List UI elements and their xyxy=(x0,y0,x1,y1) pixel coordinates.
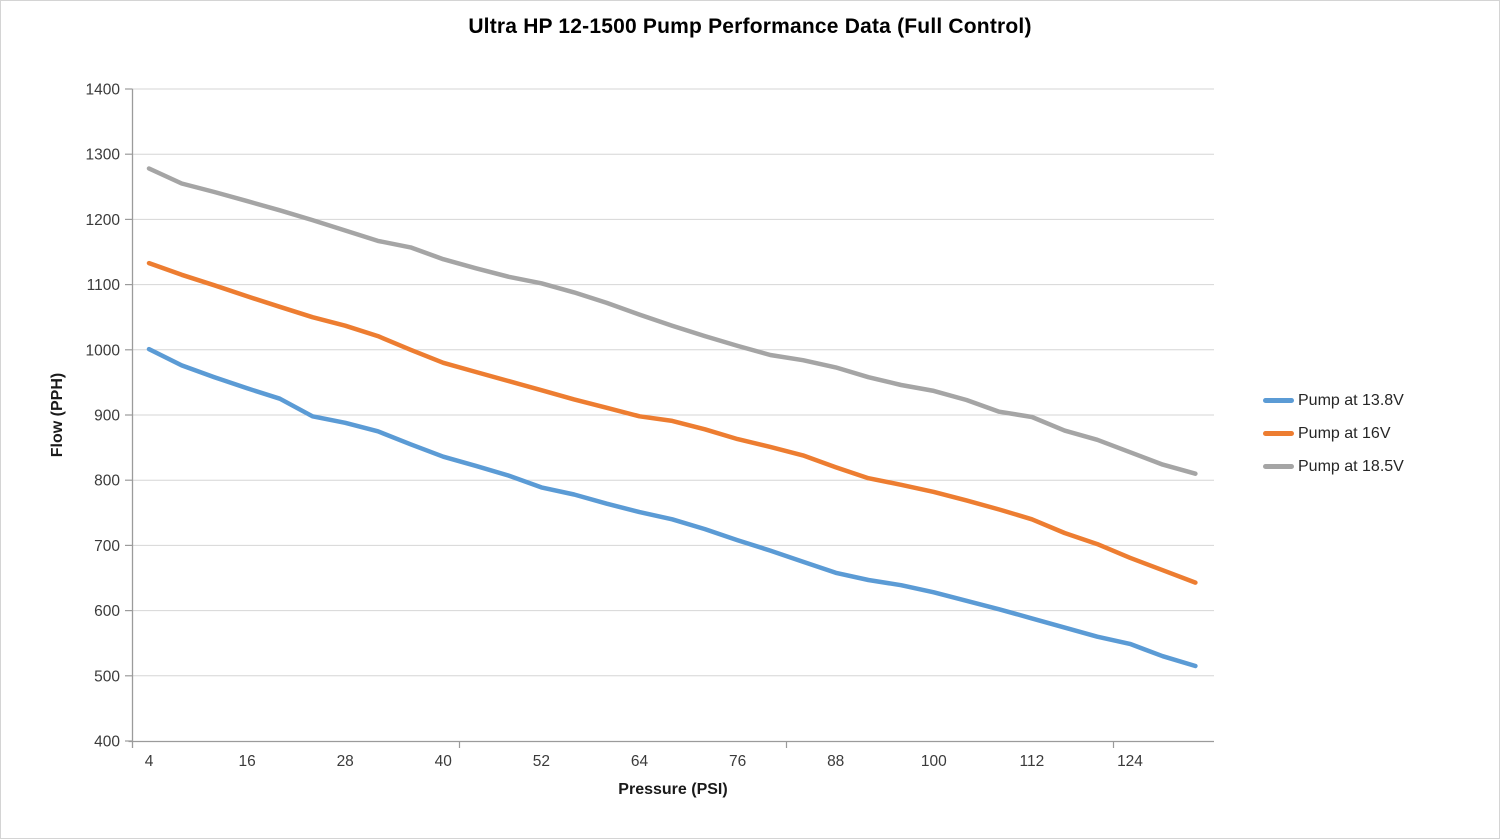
y-tick-label: 400 xyxy=(94,734,120,751)
x-tick-label: 88 xyxy=(827,753,844,770)
x-tick-label: 100 xyxy=(921,753,947,770)
legend-item: Pump at 16V xyxy=(1263,424,1404,443)
y-tick-label: 1100 xyxy=(87,277,121,294)
x-tick-label: 40 xyxy=(435,753,453,770)
series-line-1 xyxy=(146,260,1198,585)
legend: Pump at 13.8V Pump at 16V Pump at 18.5V xyxy=(1263,391,1404,476)
legend-line-swatch-icon xyxy=(1263,398,1294,403)
y-tick-label: 1200 xyxy=(86,212,121,229)
y-tick-label: 900 xyxy=(94,408,120,425)
x-tick-label: 124 xyxy=(1117,753,1143,770)
x-tick-label: 52 xyxy=(533,753,550,770)
y-tick-label: 1400 xyxy=(86,82,121,99)
x-tick-label: 4 xyxy=(145,753,154,770)
x-tick-label: 64 xyxy=(631,753,649,770)
x-tick-label: 28 xyxy=(337,753,354,770)
y-tick-label: 1300 xyxy=(86,147,121,164)
y-tick-label: 500 xyxy=(94,668,120,685)
y-tick-label: 700 xyxy=(94,538,120,555)
x-tick-label: 16 xyxy=(238,753,255,770)
series-line-2 xyxy=(146,166,1198,476)
y-tick-label: 1000 xyxy=(86,342,121,359)
chart-title: Ultra HP 12-1500 Pump Performance Data (… xyxy=(468,15,1032,38)
x-axis-title: Pressure (PSI) xyxy=(618,781,728,798)
legend-label: Pump at 16V xyxy=(1298,424,1391,442)
y-tick-label: 600 xyxy=(94,603,120,620)
y-tick-label: 800 xyxy=(94,473,120,490)
legend-label: Pump at 13.8V xyxy=(1298,391,1404,409)
series-line-0 xyxy=(146,346,1198,669)
legend-item: Pump at 18.5V xyxy=(1263,457,1404,476)
legend-label: Pump at 18.5V xyxy=(1298,457,1404,475)
y-axis-title: Flow (PPH) xyxy=(49,372,66,458)
x-tick-label: 112 xyxy=(1020,753,1045,770)
legend-item: Pump at 13.8V xyxy=(1263,391,1404,410)
legend-line-swatch-icon xyxy=(1263,464,1294,469)
x-tick-label: 76 xyxy=(729,753,746,770)
legend-line-swatch-icon xyxy=(1263,431,1294,436)
